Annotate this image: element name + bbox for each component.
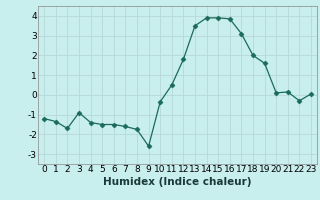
X-axis label: Humidex (Indice chaleur): Humidex (Indice chaleur) (103, 177, 252, 187)
